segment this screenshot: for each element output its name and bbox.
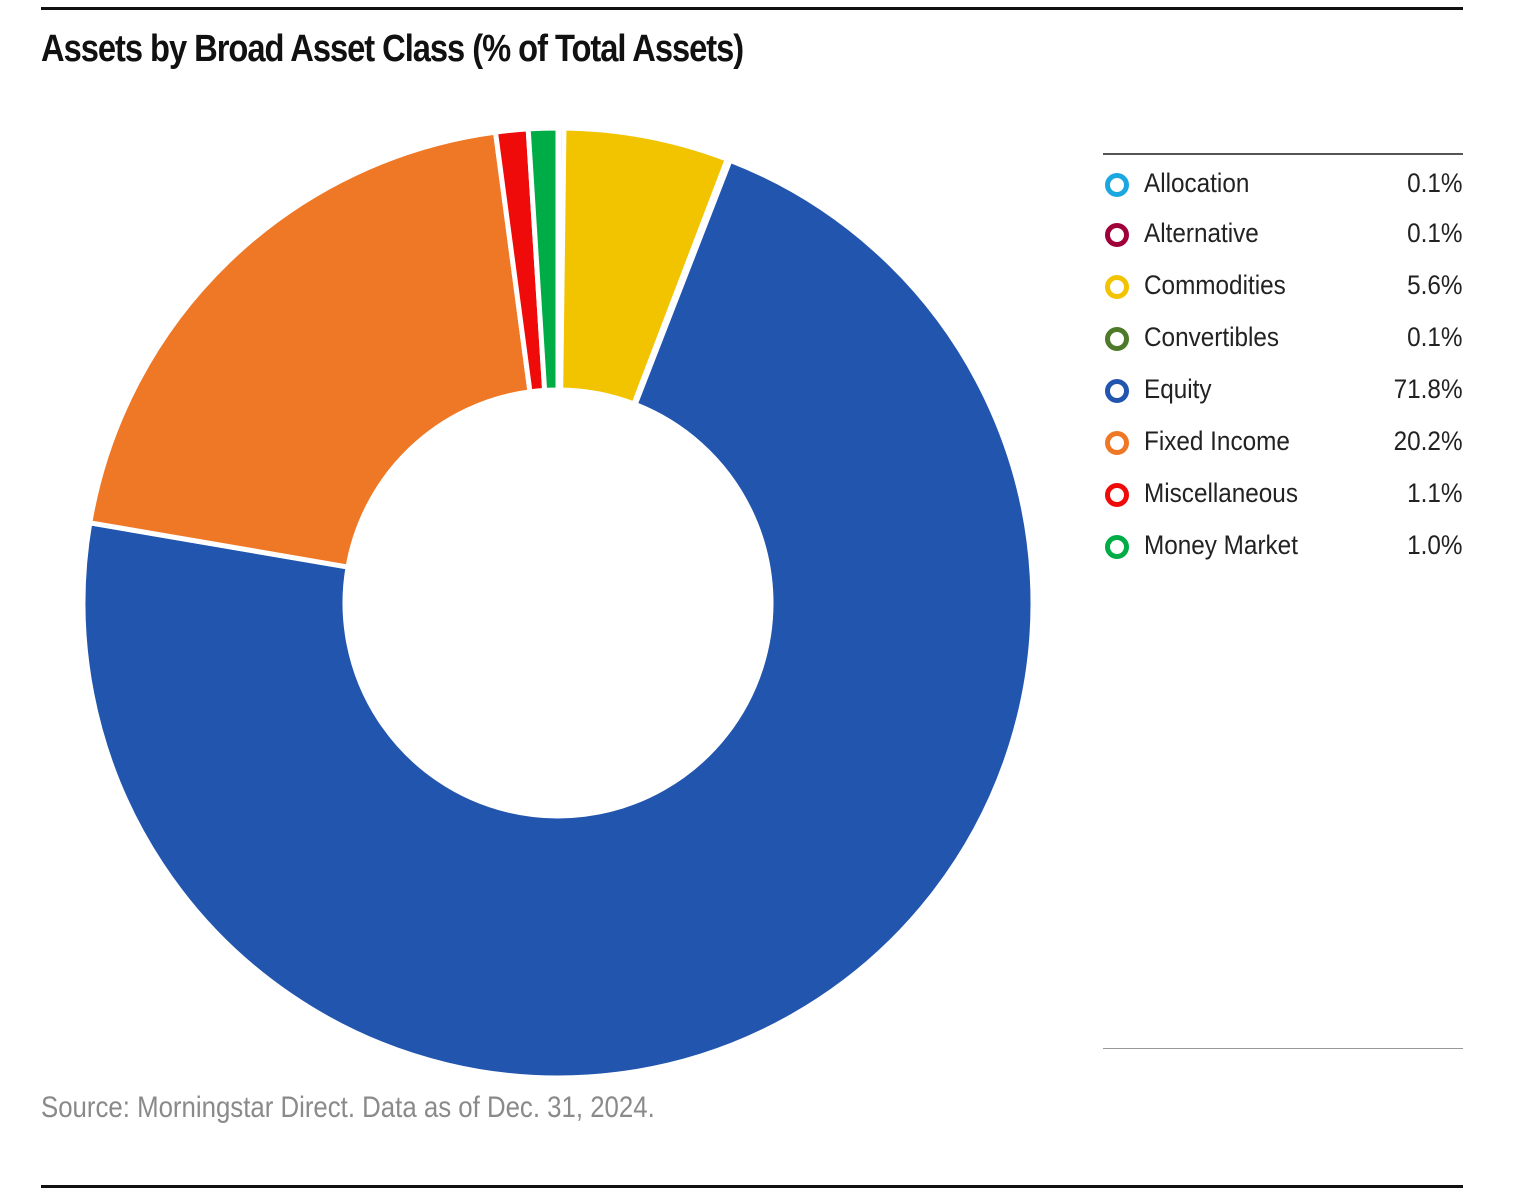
legend-label: Commodities <box>1144 270 1286 300</box>
legend-value: 0.1% <box>1407 218 1463 248</box>
legend-bottom-rule <box>1103 1048 1463 1049</box>
legend-swatch-icon <box>1105 535 1129 559</box>
legend-swatch-icon <box>1105 379 1129 403</box>
legend-item-fixed-income: Fixed Income 20.2% <box>1103 415 1463 467</box>
legend-value: 71.8% <box>1394 374 1463 404</box>
legend: Allocation 0.1% Alternative 0.1% Commodities… <box>1103 153 1463 571</box>
legend-item-commodities: Commodities 5.6% <box>1103 259 1463 311</box>
legend-value: 0.1% <box>1407 168 1463 198</box>
legend-swatch-icon <box>1105 173 1129 197</box>
legend-label: Money Market <box>1144 530 1298 560</box>
legend-label: Alternative <box>1144 218 1259 248</box>
legend-value: 1.1% <box>1407 478 1463 508</box>
legend-swatch-icon <box>1105 327 1129 351</box>
top-rule <box>41 7 1463 10</box>
legend-label: Fixed Income <box>1144 426 1290 456</box>
legend-label: Allocation <box>1144 168 1250 198</box>
legend-item-alternative: Alternative 0.1% <box>1103 207 1463 259</box>
legend-item-convertibles: Convertibles 0.1% <box>1103 311 1463 363</box>
slice-equity <box>80 157 1036 1081</box>
legend-item-equity: Equity 71.8% <box>1103 363 1463 415</box>
legend-value: 5.6% <box>1407 270 1463 300</box>
legend-item-miscellaneous: Miscellaneous 1.1% <box>1103 467 1463 519</box>
slice-fixed-income <box>87 129 533 570</box>
legend-value: 1.0% <box>1407 530 1463 560</box>
legend-swatch-icon <box>1105 483 1129 507</box>
legend-label: Miscellaneous <box>1144 478 1298 508</box>
legend-value: 0.1% <box>1407 322 1463 352</box>
legend-swatch-icon <box>1105 223 1129 247</box>
legend-item-allocation: Allocation 0.1% <box>1103 155 1463 207</box>
legend-label: Equity <box>1144 374 1212 404</box>
legend-swatch-icon <box>1105 275 1129 299</box>
source-note: Source: Morningstar Direct. Data as of D… <box>41 1091 655 1124</box>
legend-swatch-icon <box>1105 431 1129 455</box>
legend-label: Convertibles <box>1144 322 1280 352</box>
bottom-rule <box>41 1185 1463 1188</box>
legend-item-money-market: Money Market 1.0% <box>1103 519 1463 571</box>
chart-title: Assets by Broad Asset Class (% of Total … <box>41 28 744 70</box>
legend-value: 20.2% <box>1394 426 1463 456</box>
slice-money-market <box>525 125 561 393</box>
